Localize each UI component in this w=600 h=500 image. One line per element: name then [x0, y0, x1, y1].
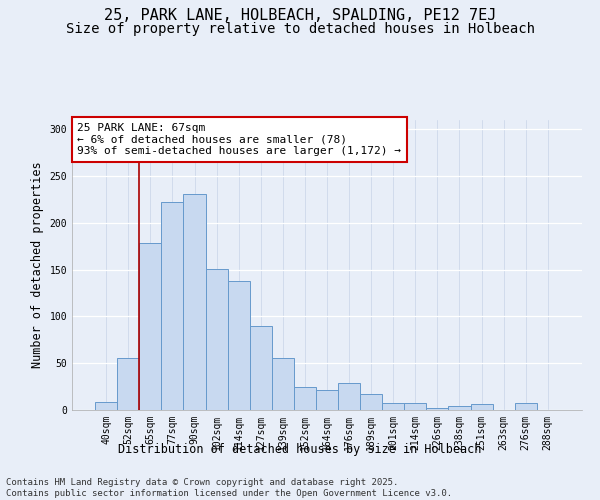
Text: 25 PARK LANE: 67sqm
← 6% of detached houses are smaller (78)
93% of semi-detache: 25 PARK LANE: 67sqm ← 6% of detached hou… — [77, 123, 401, 156]
Text: 25, PARK LANE, HOLBEACH, SPALDING, PE12 7EJ: 25, PARK LANE, HOLBEACH, SPALDING, PE12 … — [104, 8, 496, 22]
Bar — [470, 404, 493, 410]
Bar — [117, 358, 139, 410]
Bar — [272, 358, 294, 410]
Bar — [206, 268, 227, 410]
Bar — [515, 402, 537, 410]
Bar — [427, 408, 448, 410]
Bar — [360, 394, 382, 410]
Bar — [338, 383, 360, 410]
Bar — [161, 202, 184, 410]
Bar — [294, 386, 316, 410]
Text: Contains HM Land Registry data © Crown copyright and database right 2025.
Contai: Contains HM Land Registry data © Crown c… — [6, 478, 452, 498]
Bar — [227, 281, 250, 410]
Bar — [184, 194, 206, 410]
Bar — [316, 390, 338, 410]
Bar — [139, 242, 161, 410]
Text: Size of property relative to detached houses in Holbeach: Size of property relative to detached ho… — [65, 22, 535, 36]
Bar — [382, 402, 404, 410]
Bar — [404, 404, 427, 410]
Bar — [250, 326, 272, 410]
Y-axis label: Number of detached properties: Number of detached properties — [31, 162, 44, 368]
Bar — [95, 402, 117, 410]
Bar — [448, 406, 470, 410]
Text: Distribution of detached houses by size in Holbeach: Distribution of detached houses by size … — [118, 442, 482, 456]
